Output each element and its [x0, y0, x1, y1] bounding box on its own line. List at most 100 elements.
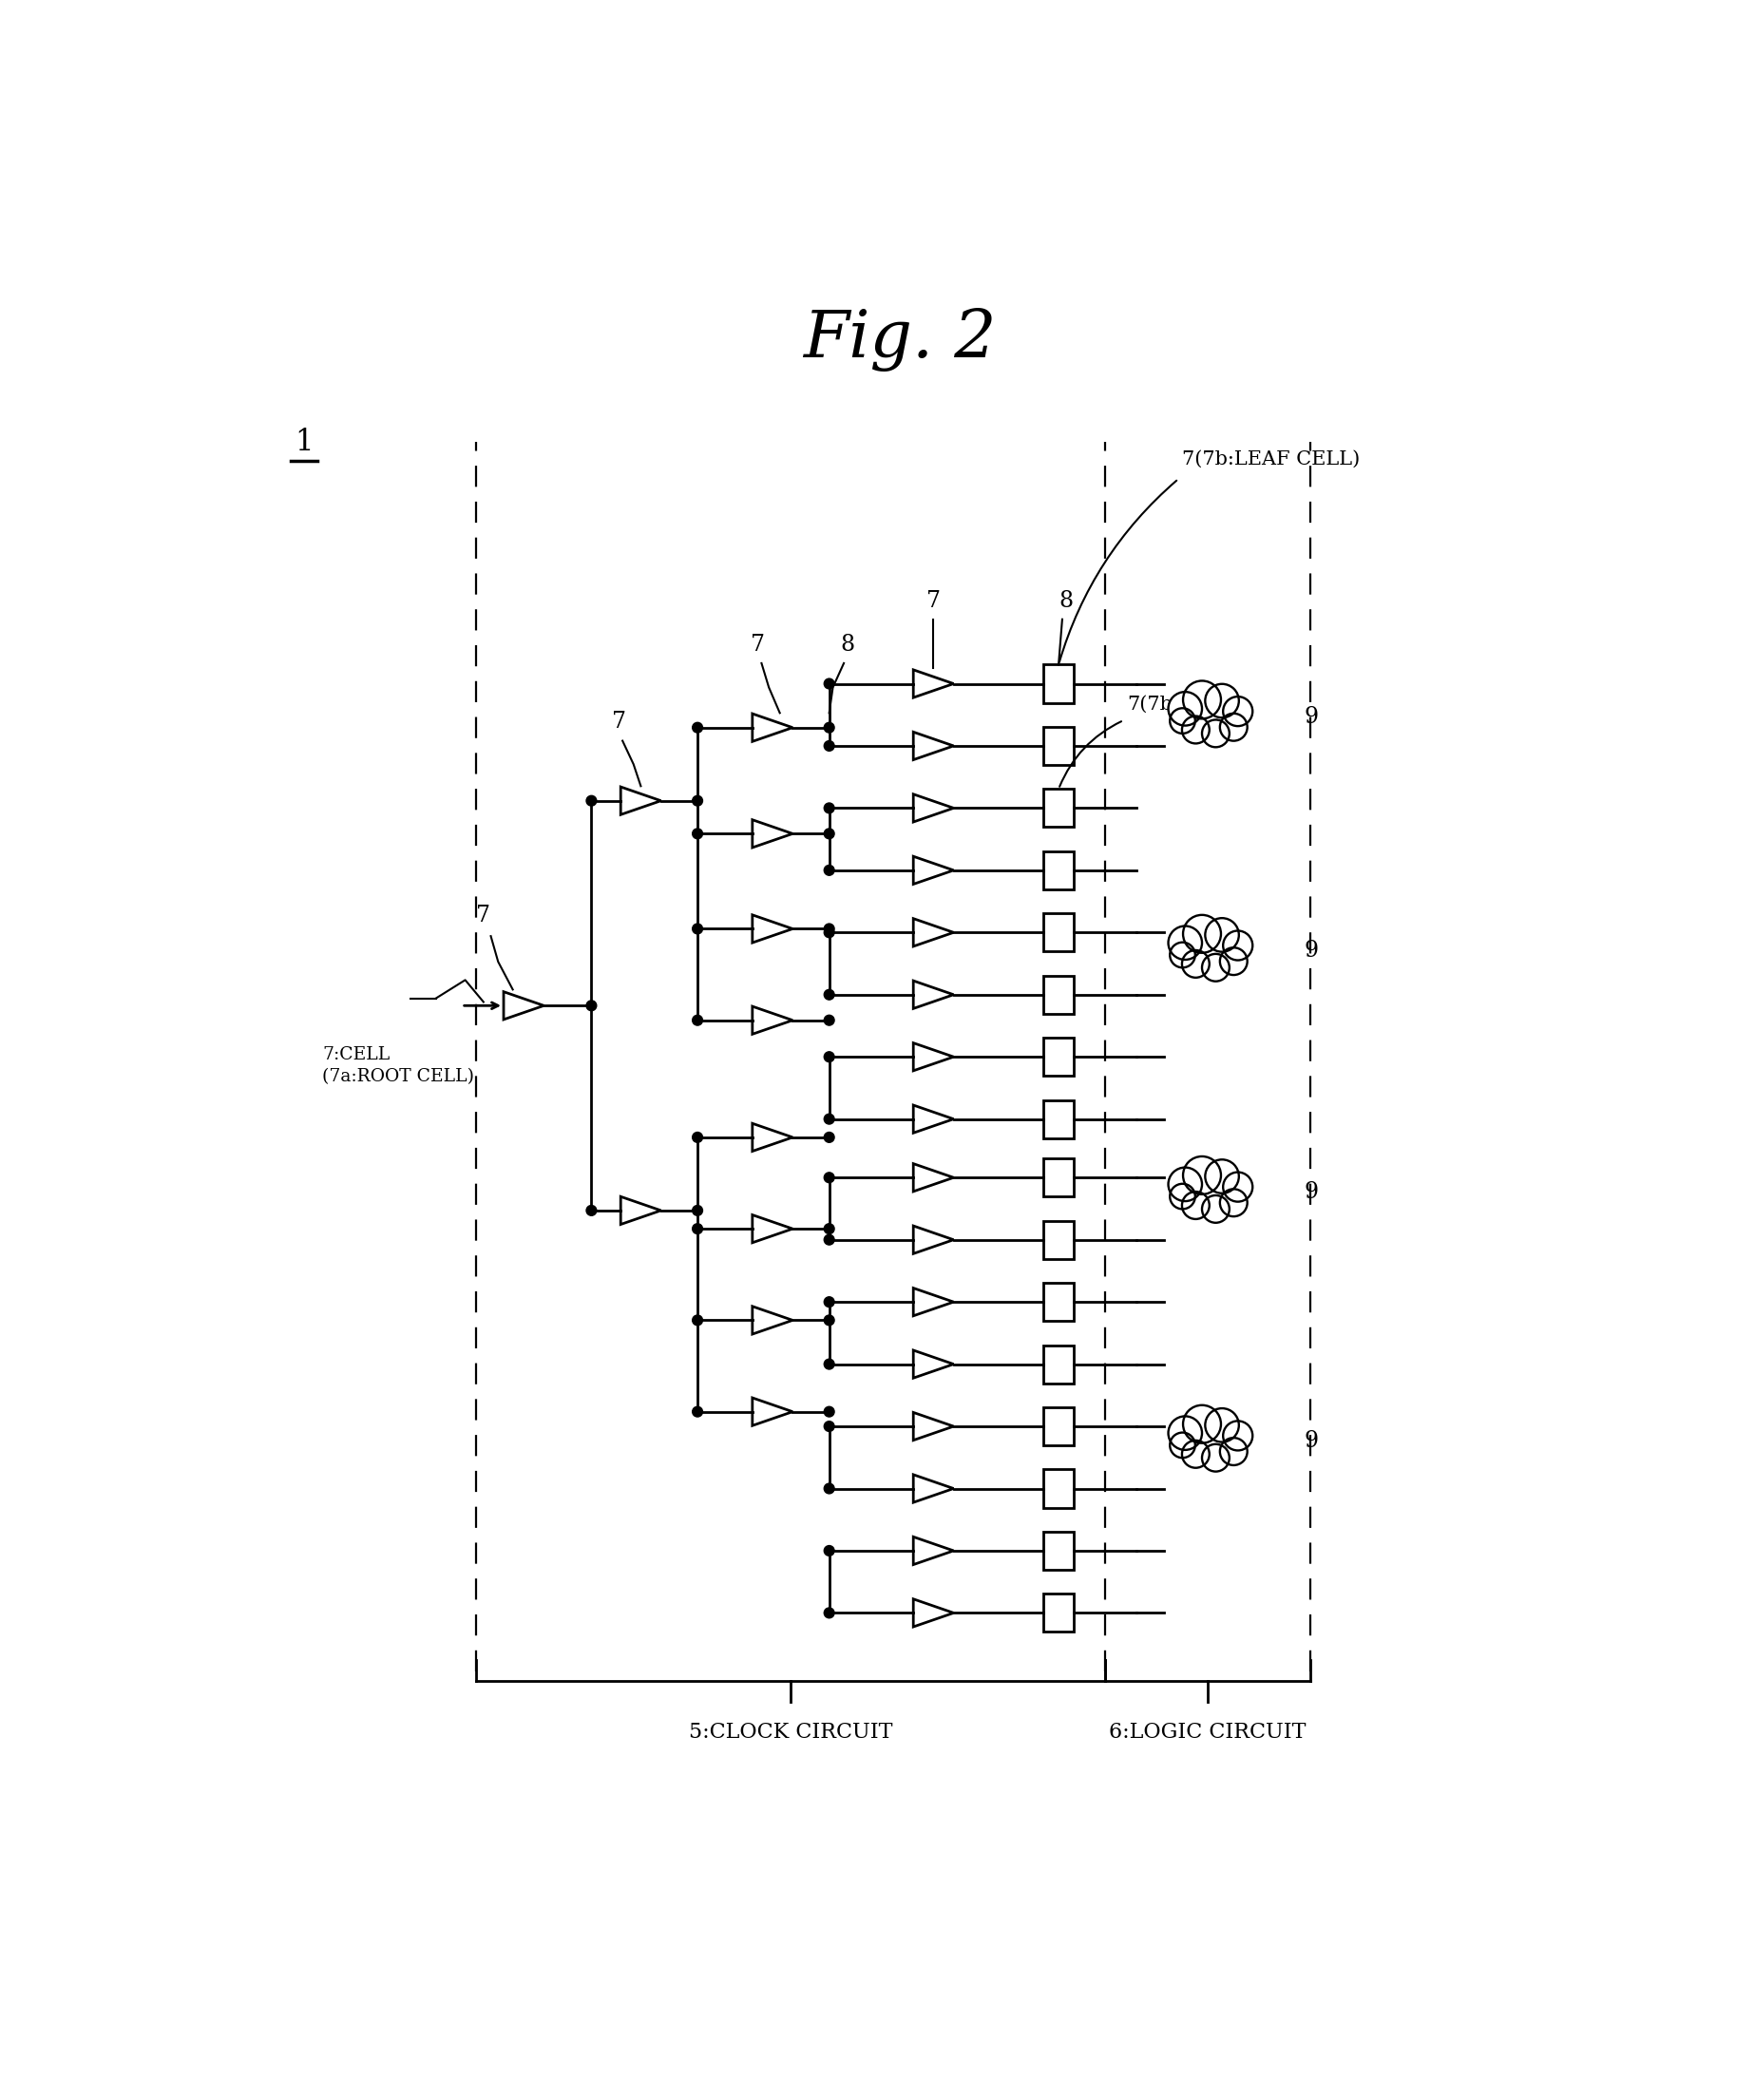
Circle shape: [825, 1407, 834, 1418]
Circle shape: [693, 1205, 702, 1216]
Circle shape: [693, 1014, 702, 1025]
Text: 5:CLOCK CIRCUIT: 5:CLOCK CIRCUIT: [690, 1722, 893, 1743]
Circle shape: [1223, 1422, 1253, 1451]
Circle shape: [825, 989, 834, 1000]
Circle shape: [825, 1359, 834, 1369]
Circle shape: [586, 796, 597, 806]
Bar: [1042, 1283, 1074, 1321]
Circle shape: [825, 1014, 834, 1025]
Circle shape: [1183, 916, 1221, 953]
Circle shape: [1171, 708, 1195, 733]
Bar: [1042, 1470, 1074, 1508]
Circle shape: [825, 1113, 834, 1123]
Text: 1: 1: [295, 428, 314, 458]
Circle shape: [825, 1224, 834, 1235]
Text: 7: 7: [612, 710, 627, 733]
Bar: [1042, 1407, 1074, 1445]
Bar: [1042, 790, 1074, 827]
Circle shape: [1183, 1157, 1221, 1195]
Circle shape: [1206, 685, 1239, 718]
Circle shape: [825, 722, 834, 733]
Circle shape: [1202, 1195, 1230, 1222]
Text: 7: 7: [927, 590, 941, 611]
Circle shape: [825, 1132, 834, 1142]
Bar: [1042, 1594, 1074, 1632]
Bar: [1042, 1346, 1074, 1384]
Bar: [1042, 1531, 1074, 1569]
Circle shape: [693, 1224, 702, 1235]
Circle shape: [1181, 1191, 1209, 1220]
Circle shape: [825, 830, 834, 838]
Circle shape: [1206, 1159, 1239, 1193]
Text: Fig. 2: Fig. 2: [802, 309, 997, 372]
Circle shape: [825, 1298, 834, 1306]
Circle shape: [825, 1422, 834, 1432]
Circle shape: [825, 1052, 834, 1063]
Circle shape: [1202, 1445, 1230, 1472]
Circle shape: [1206, 918, 1239, 951]
Circle shape: [1223, 1172, 1253, 1201]
Circle shape: [693, 1132, 702, 1142]
Bar: [1042, 1159, 1074, 1197]
Text: 7(7b): 7(7b): [1127, 695, 1181, 714]
Circle shape: [825, 802, 834, 813]
Circle shape: [1220, 1438, 1248, 1466]
Circle shape: [1183, 680, 1221, 718]
Circle shape: [1181, 716, 1209, 743]
Circle shape: [693, 1407, 702, 1418]
Text: 9: 9: [1304, 1430, 1318, 1451]
Text: 9: 9: [1304, 706, 1318, 727]
Circle shape: [586, 1000, 597, 1010]
Circle shape: [1169, 691, 1202, 727]
Text: 9: 9: [1304, 1182, 1318, 1203]
Circle shape: [825, 1483, 834, 1493]
Text: 6:LOGIC CIRCUIT: 6:LOGIC CIRCUIT: [1109, 1722, 1306, 1743]
Circle shape: [1223, 697, 1253, 727]
Bar: [1042, 1037, 1074, 1075]
Text: 8: 8: [841, 634, 855, 655]
Text: 7: 7: [476, 905, 491, 926]
Bar: [1042, 727, 1074, 764]
Circle shape: [693, 796, 702, 806]
Bar: [1042, 1220, 1074, 1258]
Text: 7: 7: [751, 634, 765, 655]
Circle shape: [1183, 1405, 1221, 1443]
Bar: [1042, 1100, 1074, 1138]
Circle shape: [825, 678, 834, 689]
Circle shape: [1181, 949, 1209, 979]
Circle shape: [1220, 714, 1248, 741]
Bar: [1042, 666, 1074, 704]
Text: 8: 8: [1058, 590, 1072, 611]
Circle shape: [693, 924, 702, 934]
Circle shape: [1169, 1415, 1202, 1449]
Circle shape: [1171, 1184, 1195, 1210]
Circle shape: [825, 865, 834, 876]
Circle shape: [825, 1609, 834, 1617]
Circle shape: [1202, 953, 1230, 981]
Circle shape: [1171, 1432, 1195, 1457]
Circle shape: [825, 1172, 834, 1182]
Circle shape: [693, 722, 702, 733]
Circle shape: [825, 1315, 834, 1325]
Text: 9: 9: [1304, 941, 1318, 962]
Circle shape: [693, 1315, 702, 1325]
Circle shape: [825, 1546, 834, 1556]
Text: 7(7b:LEAF CELL): 7(7b:LEAF CELL): [1183, 449, 1360, 468]
Circle shape: [1220, 1189, 1248, 1216]
Circle shape: [693, 830, 702, 838]
Bar: [1042, 914, 1074, 951]
Circle shape: [1169, 1168, 1202, 1201]
Text: 7:CELL
(7a:ROOT CELL): 7:CELL (7a:ROOT CELL): [323, 1046, 474, 1086]
Circle shape: [1206, 1409, 1239, 1443]
Circle shape: [825, 741, 834, 752]
Circle shape: [1223, 930, 1253, 960]
Circle shape: [1181, 1441, 1209, 1468]
Circle shape: [1169, 926, 1202, 960]
Circle shape: [825, 928, 834, 937]
Circle shape: [825, 1235, 834, 1245]
Bar: [1042, 850, 1074, 888]
Circle shape: [1202, 720, 1230, 748]
Circle shape: [586, 1205, 597, 1216]
Circle shape: [1171, 943, 1195, 968]
Bar: [1042, 976, 1074, 1014]
